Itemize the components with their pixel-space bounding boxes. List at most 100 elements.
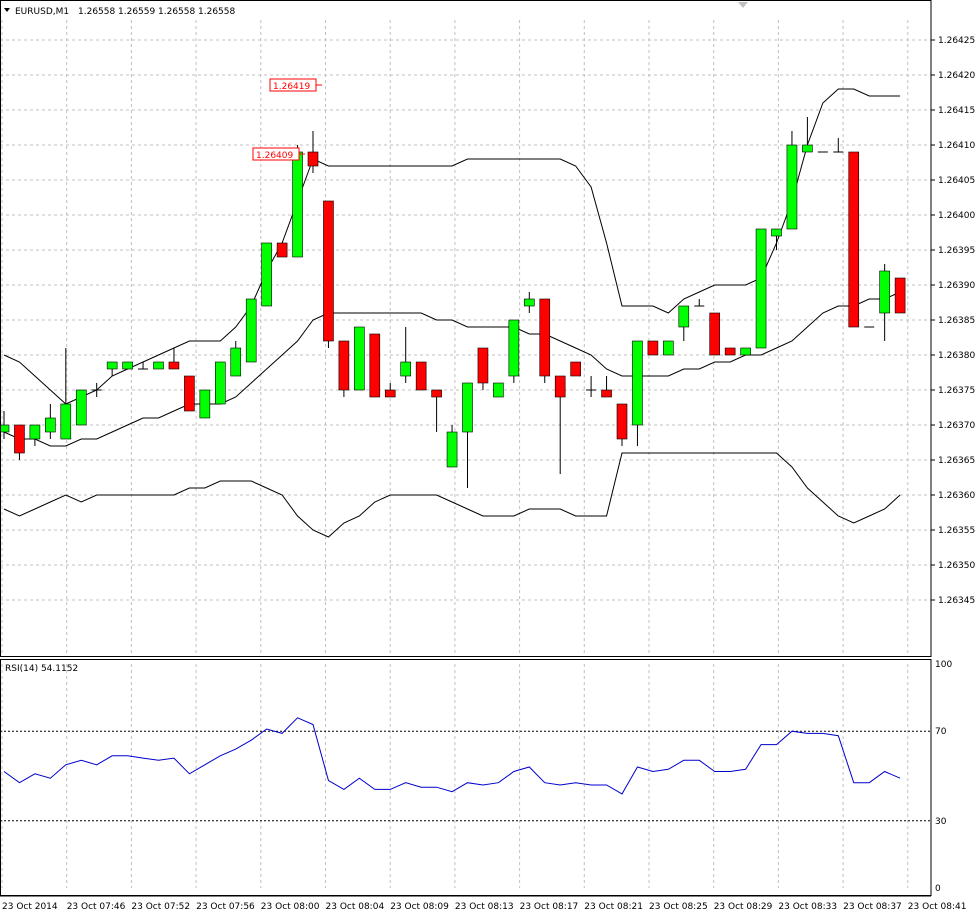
price-tick-label: 1.26370 [938, 421, 975, 431]
time-tick-label: 23 Oct 07:46 [67, 902, 126, 912]
candle [245, 298, 257, 363]
candle-body [14, 424, 25, 454]
candle [75, 389, 87, 426]
candle-body [400, 361, 412, 377]
candle [307, 131, 319, 173]
candle-body [755, 228, 767, 349]
candle [91, 383, 102, 397]
price-label-high: 1.26419 [269, 78, 322, 92]
rsi-line [3, 717, 901, 795]
candle [647, 340, 659, 356]
candle-body [323, 200, 334, 342]
price-tick-label: 1.26420 [938, 71, 975, 81]
candle-body [601, 389, 612, 398]
candle [879, 264, 890, 341]
candle-body [415, 361, 427, 391]
candle-body [771, 228, 782, 237]
symbol-label: EURUSD,M1 [15, 7, 69, 17]
candle [894, 277, 906, 314]
time-tick-label: 23 Oct 08:13 [455, 902, 514, 912]
candle-body [168, 361, 180, 370]
candle [431, 389, 442, 432]
rsi-tick-label: 100 [935, 660, 952, 670]
candle-body [0, 424, 10, 433]
svg-text:1.26409: 1.26409 [256, 151, 293, 161]
candle [415, 361, 427, 391]
candle-body [570, 361, 581, 377]
candle-body [122, 361, 133, 370]
candle-body [384, 389, 396, 398]
candle [709, 312, 721, 356]
price-tick-label: 1.26350 [938, 561, 975, 571]
candle [323, 200, 334, 348]
candle [199, 389, 211, 419]
dropdown-icon[interactable] [4, 8, 10, 12]
candle-body [632, 340, 643, 426]
candle-body [354, 326, 365, 391]
candle-body [740, 347, 751, 356]
price-tick-label: 1.26375 [938, 386, 975, 396]
candle [446, 425, 458, 468]
time-tick-label: 23 Oct 08:04 [326, 902, 385, 912]
bb-lower-line [3, 452, 901, 538]
price-tick-label: 1.26360 [938, 491, 975, 501]
candle [184, 375, 195, 412]
candle-body [802, 144, 813, 153]
open-price: 1.26558 [78, 7, 115, 17]
candle [570, 361, 581, 377]
rsi-grid [0, 664, 931, 888]
candle [45, 404, 56, 439]
candle-body [292, 151, 303, 258]
time-tick-label: 23 Oct 08:09 [390, 902, 449, 912]
price-tick-label: 1.26400 [938, 211, 975, 221]
candle-body [462, 382, 473, 433]
time-tick-label: 23 Oct 08:17 [520, 902, 579, 912]
time-tick-label: 23 Oct 08:00 [261, 902, 320, 912]
time-tick-label: 23 Oct 08:25 [649, 902, 708, 912]
candle [138, 362, 149, 370]
candle-body [786, 144, 798, 230]
candle [261, 242, 272, 307]
rsi-panel [3, 717, 901, 795]
candle-body [276, 242, 288, 258]
candle [833, 138, 844, 153]
rsi-frame [0, 659, 932, 896]
candle [724, 347, 736, 356]
candle [848, 151, 860, 328]
candle [616, 403, 628, 446]
price-tick-label: 1.26390 [938, 281, 975, 291]
candle [554, 375, 566, 474]
candle [523, 292, 535, 313]
candle [60, 348, 72, 440]
candle-body [60, 403, 72, 440]
candle [354, 326, 365, 391]
scroll-marker-icon[interactable] [738, 2, 748, 8]
candle [802, 117, 813, 153]
candle [740, 347, 751, 356]
price-tick-label: 1.26395 [938, 246, 975, 256]
price-tick-label: 1.26415 [938, 106, 975, 116]
candle-body [29, 424, 41, 440]
candle [106, 361, 118, 376]
candle [153, 361, 164, 370]
candle-body [539, 298, 551, 377]
time-tick-label: 23 Oct 08:41 [908, 902, 967, 912]
candle [0, 411, 10, 439]
candle [369, 333, 381, 398]
time-tick-label: 23 Oct 08:29 [714, 902, 773, 912]
candle [694, 299, 705, 307]
candle-body [184, 375, 195, 412]
candle-body [493, 382, 504, 398]
candle-body [230, 347, 242, 377]
price-tick-label: 1.26345 [938, 596, 975, 606]
candle-body [153, 361, 164, 370]
candle [276, 242, 288, 258]
candle [122, 361, 133, 370]
candle [477, 347, 489, 390]
candle [230, 341, 242, 377]
candle-body [663, 340, 674, 356]
candle-body [724, 347, 736, 356]
candle [215, 361, 226, 405]
time-tick-label: 23 Oct 2014 [2, 902, 58, 912]
